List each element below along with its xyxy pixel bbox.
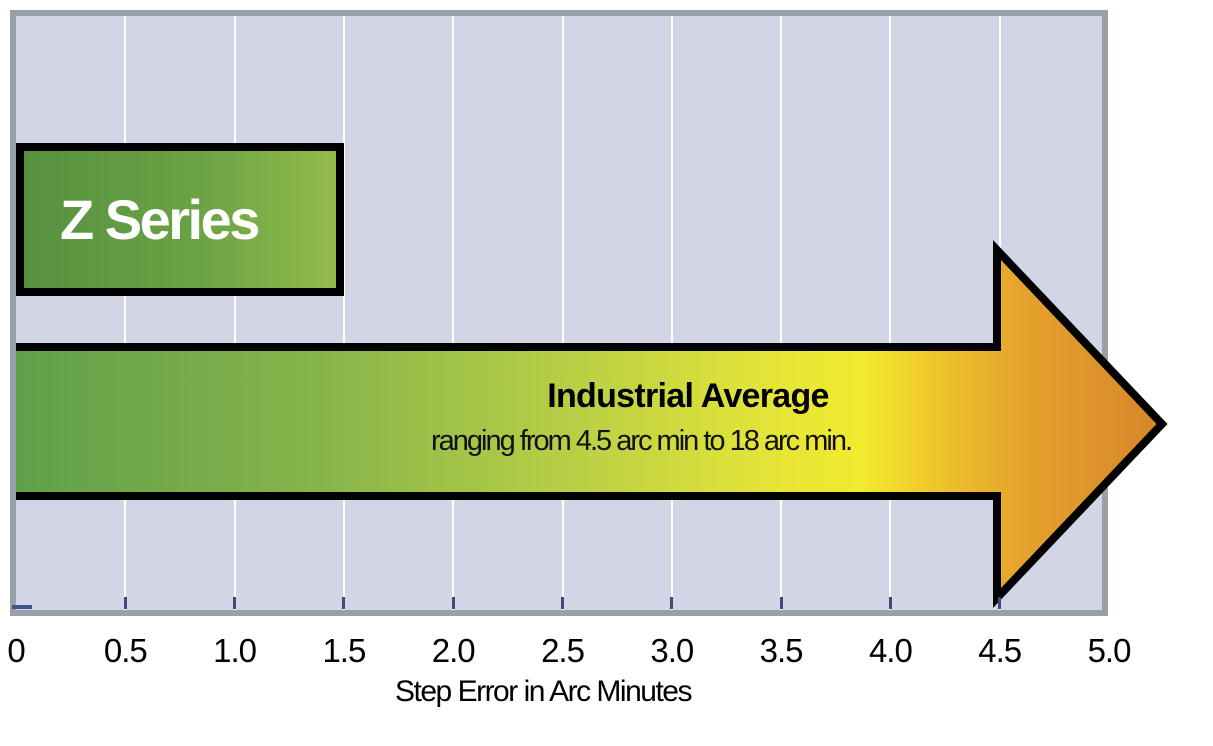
industrial-average-title: Industrial Average (547, 377, 829, 415)
gridline (670, 16, 673, 610)
gridline (780, 16, 783, 610)
gridline (342, 16, 345, 610)
x-axis-tick-label: 3.0 (650, 632, 694, 669)
axis-origin-dash (12, 605, 32, 609)
x-axis-tick-label: 2.5 (541, 632, 585, 669)
x-axis-tick-label: 0 (7, 632, 25, 669)
industrial-average-subtitle: ranging from 4.5 arc min to 18 arc min. (430, 425, 853, 457)
x-axis-tick (561, 597, 564, 609)
x-axis-tick-label: 0.5 (103, 632, 148, 669)
gridline (233, 16, 236, 610)
x-axis-tick-label: 1.5 (322, 632, 366, 669)
industrial-average-arrow (16, 240, 1168, 609)
x-axis-tick (779, 597, 783, 609)
x-axis-tick (233, 597, 237, 609)
industrial-average-arrow-shape (16, 240, 1168, 609)
x-axis-tick-label: 2.0 (431, 632, 476, 669)
gridline (452, 16, 455, 610)
x-axis-tick (342, 597, 346, 609)
x-axis-title: Step Error in Arc Minutes (395, 675, 692, 708)
gridline (889, 16, 892, 610)
z-series-bar: Z Series (16, 143, 344, 296)
x-axis-tick (888, 597, 892, 609)
x-axis-tick-label: 4.0 (868, 632, 913, 669)
plot-area (10, 10, 1108, 616)
x-axis-tick (670, 597, 674, 609)
x-axis-tick (123, 597, 127, 609)
z-series-label: Z Series (60, 187, 260, 251)
gridline (561, 16, 564, 610)
x-axis-tick-label: 4.5 (978, 632, 1022, 669)
x-axis-tick-label: 5.0 (1087, 632, 1132, 669)
x-axis-tick-label: 3.5 (759, 632, 804, 669)
x-axis-tick-label: 1.0 (213, 632, 257, 669)
x-axis-tick (451, 597, 455, 609)
gridline (124, 16, 127, 610)
x-axis-tick (998, 597, 1002, 609)
